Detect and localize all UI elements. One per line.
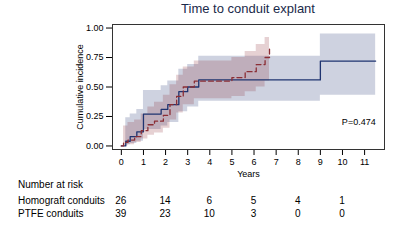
svg-text:5: 5 <box>229 157 234 167</box>
svg-text:6: 6 <box>252 157 257 167</box>
html-text:Homograft conduits: Homograft conduits <box>18 195 105 206</box>
html-text:10: 10 <box>203 208 215 219</box>
svg-text:0.50: 0.50 <box>86 82 104 92</box>
html-text:26: 26 <box>115 195 127 206</box>
svg-text:2: 2 <box>163 157 168 167</box>
svg-text:10: 10 <box>337 157 347 167</box>
html-text:14: 14 <box>159 195 171 206</box>
svg-text:7: 7 <box>274 157 279 167</box>
html-text:0: 0 <box>339 208 345 219</box>
svg-text:0.00: 0.00 <box>86 141 104 151</box>
svg-text:0: 0 <box>119 157 124 167</box>
svg-text:11: 11 <box>360 157 369 167</box>
svg-text:Cumulative incidence: Cumulative incidence <box>75 44 85 130</box>
svg-text:P=0.474: P=0.474 <box>342 117 376 127</box>
svg-text:8: 8 <box>296 157 301 167</box>
svg-text:Years: Years <box>237 169 260 179</box>
svg-text:3: 3 <box>185 157 190 167</box>
html-text:5: 5 <box>250 195 257 206</box>
svg-text:0.75: 0.75 <box>86 52 104 62</box>
html-text:PTFE conduits: PTFE conduits <box>18 208 84 219</box>
html-text:3: 3 <box>250 208 257 219</box>
html-text:4: 4 <box>295 195 301 206</box>
html-text:39: 39 <box>115 208 127 219</box>
svg-text:9: 9 <box>318 157 323 167</box>
svg-text:1.00: 1.00 <box>86 23 104 33</box>
svg-text:4: 4 <box>207 157 212 167</box>
html-text:0: 0 <box>295 208 301 219</box>
html-text:Time to conduit explant: Time to conduit explant <box>181 1 315 16</box>
html-text:Number at risk: Number at risk <box>18 179 83 190</box>
html-text:6: 6 <box>206 195 213 206</box>
html-text:23: 23 <box>159 208 171 219</box>
svg-text:0.25: 0.25 <box>86 111 104 121</box>
html-text:1: 1 <box>339 195 345 206</box>
svg-text:1: 1 <box>141 157 146 167</box>
